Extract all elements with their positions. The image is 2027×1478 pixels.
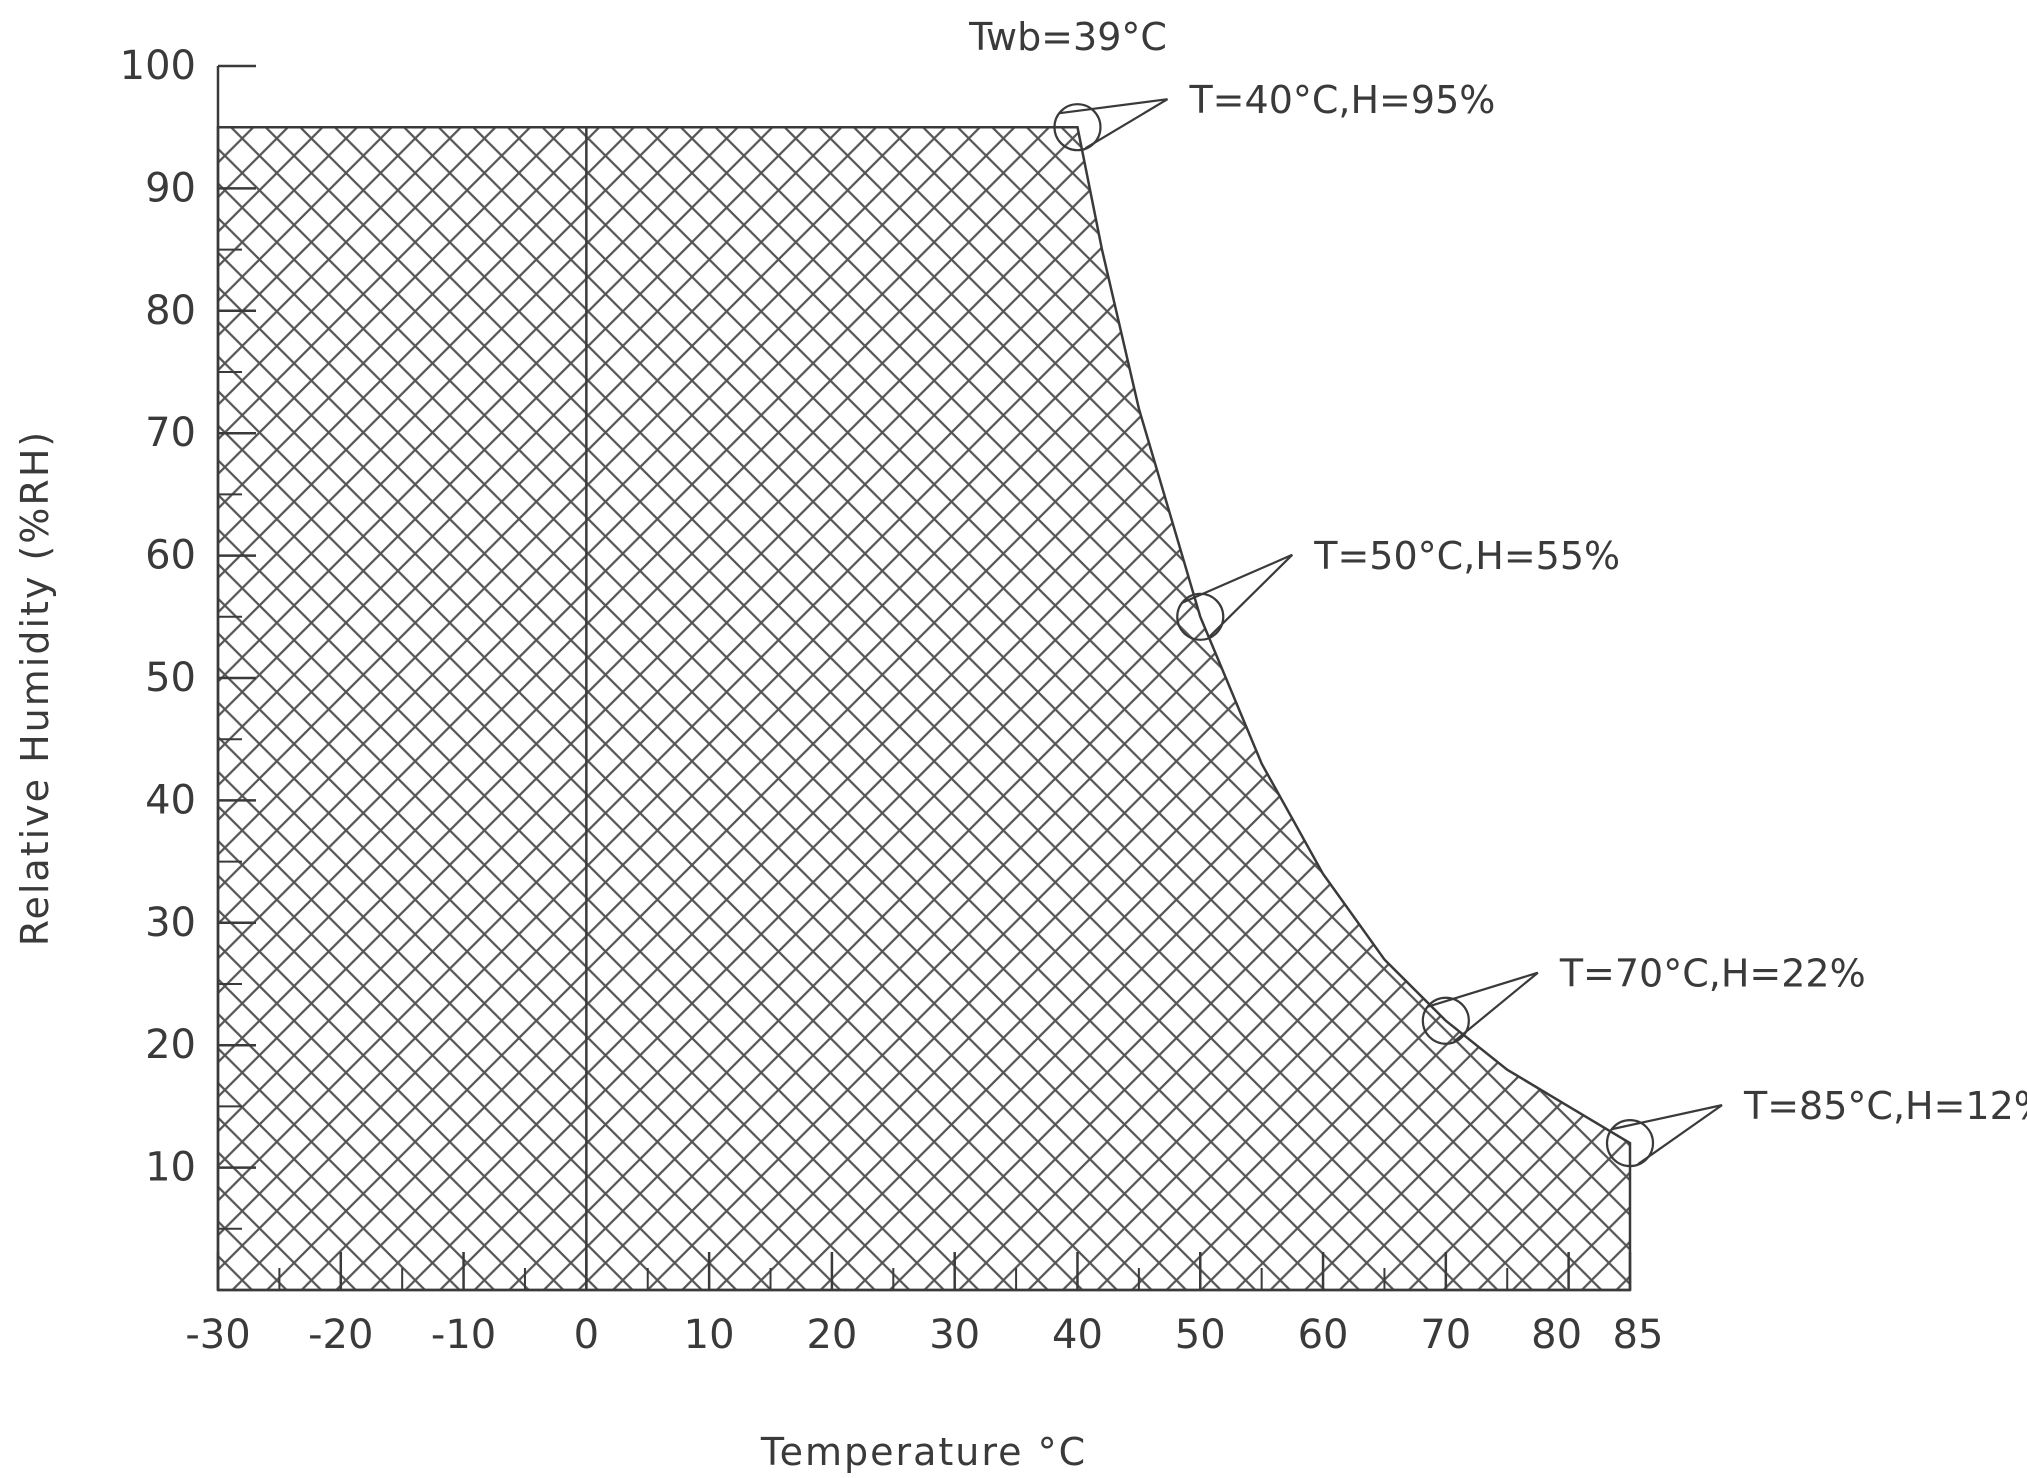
x-tick-label: 40 xyxy=(1052,1312,1103,1358)
callout-pointer xyxy=(1059,98,1169,150)
y-tick-label: 80 xyxy=(145,288,196,334)
x-tick-label: -10 xyxy=(431,1312,496,1358)
x-tick-label: 0 xyxy=(574,1312,599,1358)
callout-marker-circle xyxy=(1605,1119,1655,1168)
x-tick-label: 85 xyxy=(1613,1312,1664,1358)
y-axis-title: Relative Humidity (%RH) xyxy=(13,430,57,946)
x-tick-label: 50 xyxy=(1175,1312,1226,1358)
callout-marker-circle xyxy=(1421,996,1470,1045)
callout-pointer xyxy=(1181,553,1294,639)
callout-pointer xyxy=(1427,971,1539,1043)
x-tick-label: 60 xyxy=(1298,1312,1349,1358)
y-tick-label: 10 xyxy=(145,1145,196,1191)
callout-pointer xyxy=(1611,1104,1723,1166)
operating-region-area xyxy=(216,125,1632,1292)
callout-marker-circle xyxy=(1053,103,1102,152)
y-tick-label: 90 xyxy=(145,165,196,211)
callout-label: T=50°C,H=55% xyxy=(1313,534,1620,578)
x-tick-label: -30 xyxy=(185,1312,250,1358)
y-tick-label: 60 xyxy=(145,533,196,579)
y-tick-label: 100 xyxy=(120,43,196,89)
x-tick-label: 10 xyxy=(684,1312,735,1358)
y-tick-label: 70 xyxy=(145,410,196,456)
callout-label: T=70°C,H=22% xyxy=(1559,952,1866,996)
y-tick-label: 20 xyxy=(145,1022,196,1068)
x-tick-label: 80 xyxy=(1531,1312,1582,1358)
x-tick-label: 70 xyxy=(1420,1312,1471,1358)
x-tick-label: 20 xyxy=(806,1312,857,1358)
callout-label: T=85°C,H=12% xyxy=(1743,1084,2027,1128)
y-tick-label: 40 xyxy=(145,777,196,823)
x-tick-label: -20 xyxy=(308,1312,373,1358)
callout-label: T=40°C,H=95% xyxy=(1188,78,1495,122)
y-tick-label: 50 xyxy=(145,655,196,701)
x-axis-title: Temperature °C xyxy=(760,1430,1087,1474)
wet-bulb-annotation: Twb=39°C xyxy=(968,15,1167,59)
x-tick-label: 30 xyxy=(929,1312,980,1358)
y-tick-label: 30 xyxy=(145,900,196,946)
